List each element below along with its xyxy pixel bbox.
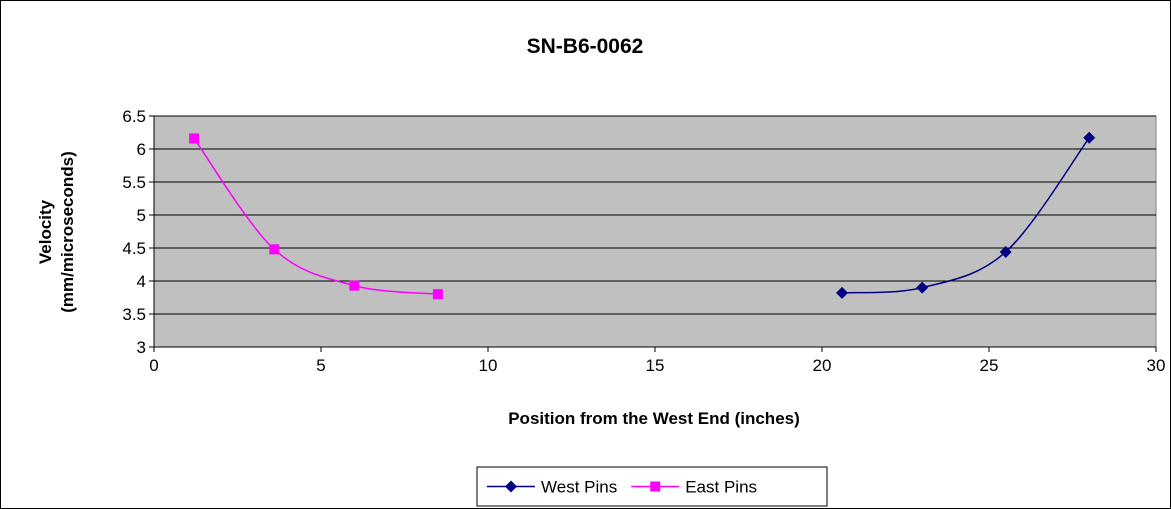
y-axis-title-line1: Velocity — [36, 199, 55, 264]
x-tick-label-2: 10 — [479, 356, 498, 375]
x-tick-label-5: 25 — [980, 356, 999, 375]
data-point-west-pins-3 — [1083, 131, 1096, 144]
y-axis-title-group: Velocity (mm/microseconds) — [36, 151, 77, 313]
data-point-east-pins-3 — [432, 289, 443, 300]
y-tick-label-1: 3.5 — [122, 305, 146, 324]
y-tick-label-5: 5.5 — [122, 173, 146, 192]
plot-area — [153, 115, 1157, 348]
legend-marker-west-pins — [505, 480, 517, 493]
legend-marker-east-pins — [650, 481, 661, 492]
x-tick-label-4: 20 — [813, 356, 832, 375]
y-tick-label-3: 4.5 — [122, 239, 146, 258]
legend: West Pins East Pins — [476, 466, 828, 507]
x-tick-label-0: 0 — [149, 356, 158, 375]
y-tick-label-7: 6.5 — [122, 107, 146, 126]
data-point-west-pins-2 — [999, 245, 1012, 258]
legend-label-west-pins: West Pins — [541, 478, 617, 497]
chart-title: SN-B6-0062 — [527, 35, 644, 58]
y-axis-title-line2: (mm/microseconds) — [58, 151, 77, 313]
data-point-east-pins-2 — [349, 280, 360, 291]
x-tick-label-3: 15 — [646, 356, 665, 375]
axes: 3 3.5 4 4.5 5 5.5 6 6.5 0 5 10 15 20 25 30 — [122, 107, 1165, 375]
plot-background — [153, 115, 1157, 348]
y-tick-label-4: 5 — [137, 206, 146, 225]
series-line-east-pins — [193, 138, 438, 295]
x-tick-label-1: 5 — [316, 356, 325, 375]
data-point-east-pins-1 — [269, 244, 280, 255]
legend-label-east-pins: East Pins — [685, 478, 757, 497]
data-point-west-pins-0 — [836, 286, 849, 299]
y-tick-label-6: 6 — [137, 140, 146, 159]
x-tick-label-6: 30 — [1147, 356, 1166, 375]
series-east-pins — [189, 133, 443, 300]
x-axis-title: Position from the West End (inches) — [508, 409, 800, 428]
y-tick-label-0: 3 — [137, 338, 146, 357]
y-tick-label-2: 4 — [137, 272, 146, 291]
series-west-pins — [836, 131, 1096, 299]
data-point-east-pins-0 — [189, 133, 200, 144]
series-line-west-pins — [841, 137, 1090, 294]
data-point-west-pins-1 — [916, 281, 929, 294]
